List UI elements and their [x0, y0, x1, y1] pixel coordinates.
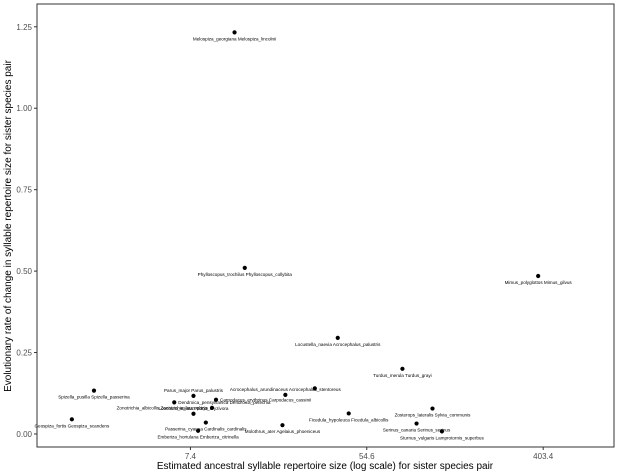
x-tick-label: 54.6: [359, 452, 375, 461]
y-tick-label: 1.25: [16, 23, 32, 32]
point-label: Spizella_pusilla Spizella_passerina: [58, 395, 130, 400]
y-tick-label: 0.50: [16, 267, 32, 276]
point-label: Dendroica_pensylvanica Dendroica_petechi…: [178, 400, 271, 405]
data-point: [191, 411, 196, 416]
data-point: [172, 400, 177, 405]
point-label: Sturnus_vulgaris Lamprotornis_superbus: [400, 435, 484, 440]
y-tick-label: 0.25: [16, 349, 32, 358]
data-point: [203, 420, 208, 425]
y-tick-label: 1.00: [16, 104, 32, 113]
data-point: [232, 30, 237, 35]
plot-panel: [36, 3, 615, 448]
point-label: Zosterops_lateralis Sylvia_communis: [395, 413, 472, 418]
data-point: [69, 417, 74, 422]
x-tick-label: 403.4: [533, 452, 554, 461]
point-label: Mimus_polyglottos Mimus_gilvus: [505, 280, 573, 285]
point-label: Carpodacus_erythrinus Carpodacus_cassini…: [220, 397, 311, 402]
data-point: [280, 423, 285, 428]
point-label: Passerina_cyanea Cardinalis_cardinalis: [165, 427, 247, 432]
point-label: Zonotrichia_albicollis Zonotrichia_leuco…: [117, 406, 209, 411]
point-label: Molothrus_ater Agelaius_phoeniceus: [245, 429, 321, 434]
y-axis-title: Evolutionary rate of change in syllable …: [3, 59, 14, 391]
y-axis: 0.00 0.25 0.50 0.75 1.00 1.25: [16, 23, 37, 439]
data-point: [242, 265, 247, 270]
point-label: Geospiza_fortis Geospiza_scandens: [34, 423, 110, 428]
point-label: Turdus_merula Turdus_grayi: [373, 373, 432, 378]
data-point: [213, 397, 219, 402]
data-point: [400, 366, 405, 371]
data-point: [191, 393, 196, 398]
point-label: Serinus_canaria Serinus_serinus: [383, 428, 451, 433]
x-axis: 7.4 54.6 403.4: [185, 447, 554, 461]
data-point: [439, 429, 445, 434]
point-label: Parus_major Parus_palustris: [164, 388, 224, 393]
data-point: [195, 428, 201, 433]
data-point: [346, 411, 351, 416]
data-point: [283, 392, 288, 397]
data-point: [91, 388, 97, 393]
x-axis-title: Estimated ancestral syllable repertoire …: [157, 461, 494, 472]
data-point: [335, 335, 340, 340]
x-tick-label: 7.4: [185, 452, 197, 461]
point-label: Melospiza_georgiana Melospiza_lincolnii: [193, 36, 276, 41]
data-point: [312, 386, 317, 391]
data-points: Melospiza_georgiana Melospiza_lincolnii P…: [34, 30, 572, 440]
point-label: Phylloscopus_trochilus Phylloscopus_coll…: [198, 272, 293, 277]
point-label: Acrocephalus_arundinaceus Acrocephalus_s…: [230, 387, 342, 392]
point-label: Ficedula_hypoleuca Ficedula_albicollis: [309, 417, 389, 422]
y-tick-label: 0.75: [16, 186, 32, 195]
y-tick-label: 0.00: [16, 430, 32, 439]
point-label: Lonchura_striata Padda_oryzivora: [158, 406, 228, 411]
data-point: [414, 421, 419, 426]
point-label: Locustella_naevia Acrocephalus_palustris: [295, 342, 381, 347]
data-point: [430, 406, 435, 411]
point-label: Emberiza_hortulana Emberiza_citrinella: [157, 435, 239, 440]
data-point: [209, 405, 215, 411]
data-point: [536, 273, 541, 279]
